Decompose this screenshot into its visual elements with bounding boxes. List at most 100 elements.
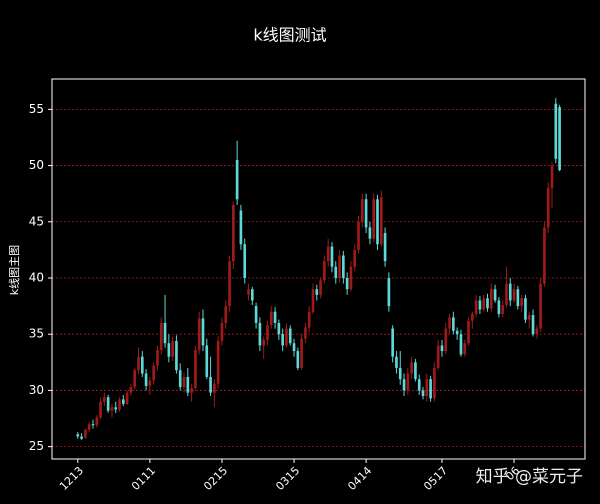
candle-body — [376, 199, 379, 245]
candle-body — [87, 424, 91, 430]
candle-body — [125, 392, 129, 404]
candle-body — [311, 289, 315, 312]
candle-body — [273, 311, 277, 323]
candle-body — [554, 103, 558, 159]
candle-body — [524, 298, 527, 320]
candle-body — [429, 379, 432, 399]
candle-body — [493, 289, 497, 301]
candle-body — [243, 244, 247, 278]
candle-body — [144, 373, 148, 386]
candle-body — [99, 401, 102, 418]
candle-body — [292, 343, 296, 352]
candle-body — [379, 197, 383, 245]
candle-body — [137, 356, 140, 371]
candle-body — [156, 349, 159, 366]
plot-frame — [51, 78, 586, 460]
candle-body — [486, 298, 489, 309]
candle-body — [76, 434, 80, 437]
candle-body — [213, 383, 216, 393]
candle-body — [304, 327, 307, 339]
candle-body — [288, 328, 292, 344]
candle-body — [140, 356, 144, 374]
candle-body — [269, 311, 273, 326]
candle-body — [167, 343, 171, 357]
candle-body — [129, 387, 133, 393]
candle-body — [410, 362, 413, 374]
candle-body — [391, 328, 394, 357]
candle-body — [121, 399, 125, 404]
candle-body — [95, 417, 99, 426]
candle-body — [250, 289, 254, 301]
candle-body — [209, 376, 212, 393]
candle-body — [171, 340, 174, 357]
candle-body — [353, 249, 357, 267]
y-tick-label: 30 — [29, 383, 44, 397]
candle-body — [296, 351, 300, 368]
candle-body — [326, 246, 330, 262]
candle-body — [80, 436, 83, 439]
candle-body — [178, 370, 182, 388]
candle-body — [148, 380, 152, 386]
candle-body — [186, 376, 190, 393]
candle-body — [505, 283, 508, 305]
candle-body — [232, 204, 235, 262]
candle-body — [474, 300, 478, 314]
candle-body — [535, 328, 539, 335]
candle-body — [224, 306, 228, 323]
candle-body — [360, 199, 364, 222]
candle-body — [342, 255, 345, 278]
candle-body — [550, 165, 554, 189]
candle-body — [220, 322, 224, 341]
candle-body — [323, 261, 326, 281]
candle-body — [194, 349, 197, 389]
candle-body — [395, 356, 398, 368]
candle-body — [349, 266, 353, 290]
y-tick-label: 40 — [29, 270, 44, 284]
candle-body — [84, 429, 87, 438]
candle-body — [285, 328, 288, 346]
candle-body — [417, 379, 421, 391]
candle-body — [440, 345, 444, 352]
candle-body — [266, 325, 269, 340]
candle-body — [338, 255, 341, 278]
candle-body — [387, 277, 391, 307]
candle-body — [307, 311, 311, 328]
candle-body — [334, 266, 338, 278]
candle-body — [159, 322, 163, 350]
candle-body — [372, 199, 376, 239]
candle-body — [315, 289, 319, 295]
candle-body — [247, 289, 250, 295]
y-axis-label: k线图主图 — [7, 245, 21, 295]
candle-body — [402, 379, 406, 391]
candle-body — [103, 397, 106, 402]
candle-body — [478, 300, 482, 310]
candle-body — [197, 318, 201, 350]
candle-body — [527, 315, 531, 320]
candle-body — [546, 188, 550, 228]
candle-body — [414, 362, 417, 380]
candle-body — [448, 317, 451, 329]
candle-body — [364, 199, 368, 228]
candle-body — [539, 283, 542, 329]
candle-body — [425, 379, 429, 397]
candle-body — [459, 334, 463, 355]
candle-body — [508, 283, 512, 301]
candle-body — [300, 338, 303, 368]
candle-body — [516, 289, 520, 307]
candle-body — [433, 367, 436, 399]
candle-body — [258, 322, 262, 346]
y-tick-label: 50 — [29, 158, 44, 172]
candle-body — [383, 233, 387, 262]
candle-body — [368, 227, 372, 239]
candle-body — [106, 397, 110, 411]
candle-body — [152, 365, 155, 381]
candle-body — [357, 221, 360, 250]
chart-title: k线图测试 — [253, 26, 326, 45]
candle-body — [118, 399, 121, 410]
candle-body — [254, 306, 258, 323]
candle-body — [110, 407, 114, 411]
candle-body — [436, 345, 440, 368]
candle-body — [520, 298, 523, 307]
candle-body — [330, 246, 334, 267]
